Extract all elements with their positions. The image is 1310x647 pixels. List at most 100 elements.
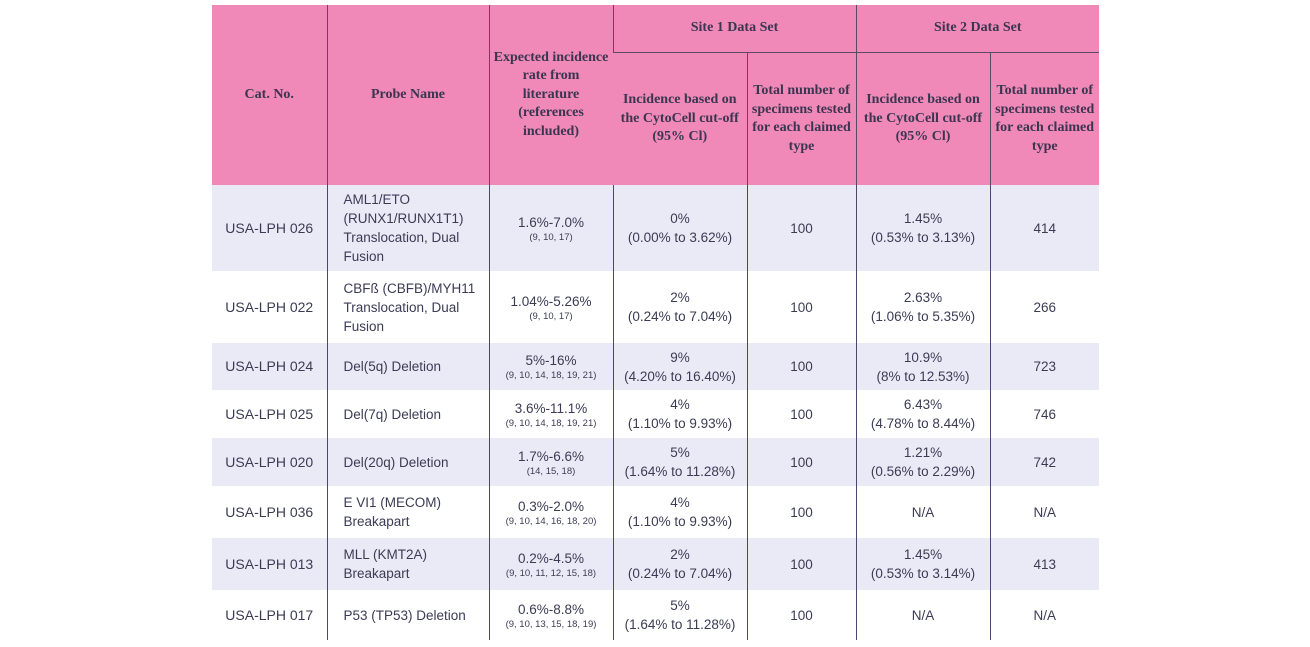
site2-incidence-cell: 1.45% (0.53% to 3.14%) <box>855 538 990 590</box>
site1-total-cell: 100 <box>746 438 856 486</box>
rate-value: 3.6%-11.1% <box>514 400 588 416</box>
confidence-interval: (0.53% to 3.14%) <box>870 566 976 581</box>
incidence-value: 2% <box>670 547 690 562</box>
site2-total-cell: 723 <box>989 343 1099 390</box>
table-row: USA-LPH 025 Del(7q) Deletion 3.6%-11.1%(… <box>212 390 1099 438</box>
probe-incidence-table: Cat. No. Probe Name Expected incidence r… <box>212 5 1099 640</box>
incidence-value: 5% <box>670 598 690 613</box>
incidence-value: 1.21% <box>903 445 943 460</box>
site1-incidence-cell: 2% (0.24% to 7.04%) <box>612 538 747 590</box>
table-header: Cat. No. Probe Name Expected incidence r… <box>212 5 1099 185</box>
probe-name-cell: CBFß (CBFB)/MYH11 Translocation, Dual Fu… <box>326 271 489 343</box>
expected-rate-cell: 1.04%-5.26% (9, 10, 17) <box>488 271 613 343</box>
incidence-value: N/A <box>911 504 935 520</box>
cat-no-cell: USA-LPH 024 <box>212 343 327 390</box>
header-site2-total: Total number of specimens tested for eac… <box>989 52 1099 185</box>
header-cat-no: Cat. No. <box>212 5 327 185</box>
site2-incidence-cell: N/A <box>855 590 990 640</box>
incidence-value: N/A <box>911 607 935 623</box>
table-row: USA-LPH 013 MLL (KMT2A) Breakapart 0.2%-… <box>212 538 1099 590</box>
rate-value: 1.7%-6.6% <box>517 448 585 464</box>
expected-rate-cell: 3.6%-11.1% (9, 10, 14, 18, 19, 21) <box>488 390 613 438</box>
site1-incidence-cell: 2% (0.24% to 7.04%) <box>612 271 747 343</box>
probe-name-cell: Del(5q) Deletion <box>326 343 489 390</box>
confidence-interval: (0.53% to 3.13%) <box>870 230 976 245</box>
rate-value: 0.6%-8.8% <box>517 601 585 617</box>
site2-incidence-cell: 10.9% (8% to 12.53%) <box>855 343 990 390</box>
rate-value: 5%-16% <box>525 353 577 368</box>
references: (9, 10, 14, 18, 19, 21) <box>505 417 597 429</box>
confidence-interval: (0.00% to 3.62%) <box>627 230 733 245</box>
table-row: USA-LPH 022 CBFß (CBFB)/MYH11 Translocat… <box>212 271 1099 343</box>
site2-incidence-cell: 6.43% (4.78% to 8.44%) <box>855 390 990 438</box>
header-probe-name: Probe Name <box>326 5 489 185</box>
confidence-interval: (0.24% to 7.04%) <box>627 309 733 324</box>
site2-total-cell: 746 <box>989 390 1099 438</box>
confidence-interval: (1.06% to 5.35%) <box>870 309 976 324</box>
site2-incidence-cell: N/A <box>855 486 990 538</box>
incidence-value: 5% <box>670 445 690 460</box>
header-expected-incidence: Expected incidence rate from literature … <box>488 5 613 185</box>
cat-no-cell: USA-LPH 013 <box>212 538 327 590</box>
expected-rate-cell: 5%-16% (9, 10, 14, 18, 19, 21) <box>488 343 613 390</box>
site2-total-cell: 413 <box>989 538 1099 590</box>
header-site1-group: Site 1 Data Set <box>612 5 856 53</box>
incidence-value: 10.9% <box>903 349 943 365</box>
incidence-value: 4% <box>670 495 690 510</box>
header-site1-incidence: Incidence based on the CytoCell cut-off … <box>613 52 747 185</box>
rate-value: 1.6%-7.0% <box>517 214 585 230</box>
expected-rate-cell: 1.7%-6.6% (14, 15, 18) <box>488 438 613 486</box>
expected-rate-cell: 0.2%-4.5% (9, 10, 11, 12, 15, 18) <box>488 538 613 590</box>
expected-rate-cell: 0.6%-8.8% (9, 10, 13, 15, 18, 19) <box>488 590 613 640</box>
incidence-value: 6.43% <box>903 397 943 412</box>
site1-total-cell: 100 <box>746 538 856 590</box>
incidence-value: 2.63% <box>903 290 943 305</box>
site1-incidence-cell: 5% (1.64% to 11.28%) <box>612 590 747 640</box>
site2-incidence-cell: 1.21% (0.56% to 2.29%) <box>855 438 990 486</box>
site2-total-cell: 742 <box>989 438 1099 486</box>
references: (9, 10, 14, 16, 18, 20) <box>505 515 597 527</box>
expected-rate-cell: 0.3%-2.0% (9, 10, 14, 16, 18, 20) <box>488 486 613 538</box>
site1-incidence-cell: 9% (4.20% to 16.40%) <box>612 343 747 390</box>
probe-name-cell: E VI1 (MECOM) Breakapart <box>326 486 489 538</box>
site1-incidence-cell: 5% (1.64% to 11.28%) <box>612 438 747 486</box>
confidence-interval: (0.24% to 7.04%) <box>627 566 733 581</box>
site1-incidence-cell: 4% (1.10% to 9.93%) <box>612 486 747 538</box>
confidence-interval: (4.20% to 16.40%) <box>624 368 736 384</box>
site1-total-cell: 100 <box>746 590 856 640</box>
cat-no-cell: USA-LPH 025 <box>212 390 327 438</box>
site2-total-cell: 266 <box>989 271 1099 343</box>
site1-total-cell: 100 <box>746 486 856 538</box>
probe-name-cell: MLL (KMT2A) Breakapart <box>326 538 489 590</box>
site2-incidence-cell: 1.45% (0.53% to 3.13%) <box>855 185 990 271</box>
table-body: USA-LPH 026 AML1/ETO (RUNX1/RUNX1T1) Tra… <box>212 185 1099 640</box>
confidence-interval: (1.64% to 11.28%) <box>624 464 736 479</box>
probe-name-cell: AML1/ETO (RUNX1/RUNX1T1) Translocation, … <box>326 185 489 271</box>
references: (14, 15, 18) <box>526 465 576 477</box>
incidence-value: 2% <box>670 290 690 305</box>
site2-total-cell: N/A <box>989 590 1099 640</box>
references: (9, 10, 11, 12, 15, 18) <box>505 567 597 579</box>
table-row: USA-LPH 024 Del(5q) Deletion 5%-16% (9, 1… <box>212 343 1099 390</box>
incidence-value: 9% <box>670 349 690 365</box>
site2-incidence-cell: 2.63% (1.06% to 5.35%) <box>855 271 990 343</box>
confidence-interval: (0.56% to 2.29%) <box>870 464 976 479</box>
references: (9, 10, 13, 15, 18, 19) <box>505 618 597 630</box>
confidence-interval: (1.10% to 9.93%) <box>627 514 733 529</box>
rate-value: 0.3%-2.0% <box>517 498 585 514</box>
table-row: USA-LPH 026 AML1/ETO (RUNX1/RUNX1T1) Tra… <box>212 185 1099 271</box>
cat-no-cell: USA-LPH 026 <box>212 185 327 271</box>
header-site2-group: Site 2 Data Set <box>855 5 1099 53</box>
table-row: USA-LPH 017 P53 (TP53) Deletion 0.6%-8.8… <box>212 590 1099 640</box>
probe-name-cell: Del(7q) Deletion <box>326 390 489 438</box>
confidence-interval: (1.10% to 9.93%) <box>627 416 733 431</box>
incidence-value: 4% <box>670 397 690 412</box>
rate-value: 0.2%-4.5% <box>517 550 585 566</box>
table-row: USA-LPH 036 E VI1 (MECOM) Breakapart 0.3… <box>212 486 1099 538</box>
cat-no-cell: USA-LPH 020 <box>212 438 327 486</box>
header-site2-incidence: Incidence based on the CytoCell cut-off … <box>855 52 990 185</box>
site1-total-cell: 100 <box>746 185 856 271</box>
references: (9, 10, 17) <box>529 231 573 243</box>
confidence-interval: (8% to 12.53%) <box>876 368 970 384</box>
rate-value: 1.04%-5.26% <box>510 293 592 309</box>
